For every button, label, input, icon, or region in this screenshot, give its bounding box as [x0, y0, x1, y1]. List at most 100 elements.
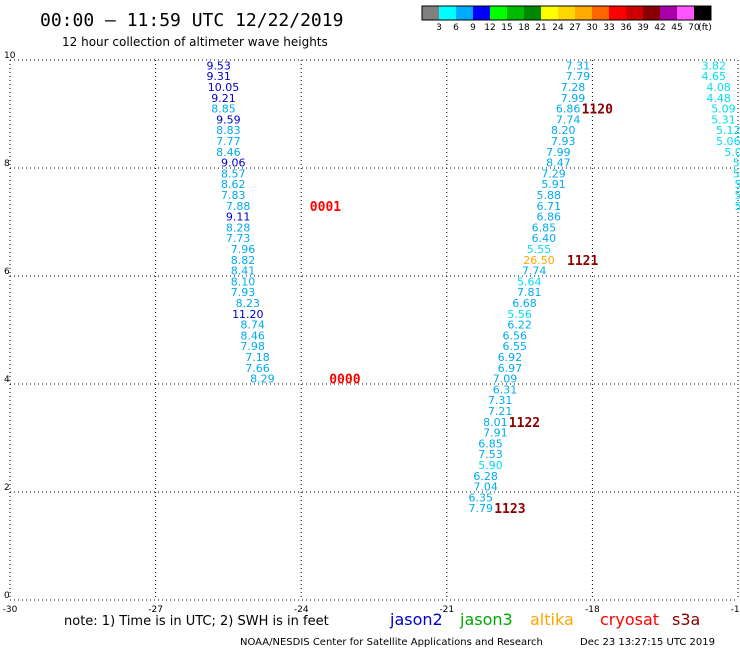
color-scale-swatch: [541, 6, 558, 20]
color-scale-swatch: [422, 6, 439, 20]
wave-height-value: 6.92: [498, 351, 523, 364]
legend-jason3: jason3: [459, 610, 513, 629]
wave-height-value: 7.66: [245, 362, 270, 375]
color-scale-swatch: [456, 6, 473, 20]
wave-height-value: 7.79: [566, 70, 591, 83]
color-scale-swatch: [507, 6, 524, 20]
wave-height-value: 5.0: [724, 146, 740, 159]
pass-time-label: 1122: [509, 416, 540, 431]
wave-height-value: 8.41: [231, 265, 256, 278]
wave-height-value: 6.85: [478, 437, 503, 450]
color-scale-swatch: [694, 6, 711, 20]
wave-height-value: 7.21: [488, 405, 513, 418]
color-scale-label: 30: [586, 23, 598, 33]
wave-height-value: 6.86: [556, 103, 581, 116]
pass-time-labels: 0001 0000 1120 1121 1122 1123: [310, 103, 613, 518]
wave-height-value: 7.77: [216, 135, 241, 148]
y-tick-label: 4: [4, 375, 10, 385]
chart-subtitle: 12 hour collection of altimeter wave hei…: [62, 35, 328, 49]
pass-time-label: 0001: [310, 200, 341, 215]
wave-height-value: 8.83: [216, 124, 241, 137]
color-scale-swatch: [626, 6, 643, 20]
color-scale-swatch: [524, 6, 541, 20]
wave-height-value: 7.04: [473, 481, 498, 494]
wave-height-value: 9.06: [221, 157, 246, 170]
wave-height-value: 4.08: [706, 81, 731, 94]
color-scale-swatch: [609, 6, 626, 20]
x-tick-label: -30: [3, 605, 18, 615]
legend-altika: altika: [530, 610, 574, 629]
x-tick-label: -24: [294, 605, 309, 615]
wave-height-value: 7.18: [245, 351, 270, 364]
wave-height-values: 9.539.3110.059.218.859.598.837.778.469.0…: [206, 59, 740, 515]
wave-height-value: 8.46: [216, 146, 241, 159]
color-scale-label: 9: [470, 23, 476, 33]
wave-height-value: 7.91: [483, 427, 508, 440]
wave-height-value: 26.50: [523, 254, 555, 267]
color-scale-legend: 3 6 9 12 15 18 21 24 27 30 33 36 39 42 45 70(ft): [421, 5, 712, 33]
wave-height-value: 4.48: [706, 92, 731, 105]
wave-height-value: 8.28: [226, 221, 251, 234]
y-tick-label: 10: [4, 51, 16, 61]
wave-height-value: 5.64: [517, 275, 542, 288]
y-axis-ticks: 0 2 4 6 8 10: [4, 51, 16, 601]
wave-height-value: 8.57: [221, 167, 246, 180]
wave-height-value: 7.79: [469, 502, 494, 515]
wave-height-value: 3.82: [701, 59, 726, 72]
legend-cryosat: cryosat: [600, 610, 659, 629]
color-scale-swatch: [490, 6, 507, 20]
color-scale-label: 21: [535, 23, 546, 33]
wave-height-value: 9.21: [211, 92, 236, 105]
wave-height-value: 6.31: [493, 383, 518, 396]
color-scale-swatch: [592, 6, 609, 20]
color-scale-label: 36: [620, 23, 632, 33]
footnote: note: 1) Time is in UTC; 2) SWH is in fe…: [64, 614, 329, 629]
color-scale-unit: (ft): [698, 23, 712, 33]
color-scale-swatch: [643, 6, 660, 20]
wave-height-value: 11.20: [232, 308, 264, 321]
satellite-legend: jason2 jason3 altika cryosat s3a: [389, 610, 700, 629]
wave-height-value: 5.91: [541, 178, 566, 191]
wave-height-value: 8.47: [546, 157, 571, 170]
color-scale-label: 70: [688, 23, 700, 33]
x-tick-label: -27: [148, 605, 163, 615]
color-scale-swatch: [558, 6, 575, 20]
wave-height-value: 7.93: [231, 286, 256, 299]
color-scale-label: 12: [484, 23, 495, 33]
x-tick-label: -18: [585, 605, 600, 615]
wave-height-value: 4.65: [701, 70, 726, 83]
wave-height-value: 8.82: [231, 254, 256, 267]
wave-height-value: 7.93: [551, 135, 576, 148]
wave-height-value: 8.01: [483, 416, 508, 429]
legend-jason2: jason2: [389, 610, 443, 629]
wave-height-value: 7.99: [546, 146, 571, 159]
color-scale-label: 27: [569, 23, 580, 33]
wave-height-value: 8.74: [240, 319, 265, 332]
wave-height-value: 8.29: [250, 373, 275, 386]
wave-height-value: 9.53: [206, 59, 231, 72]
y-tick-label: 8: [4, 159, 10, 169]
color-scale-label: 33: [603, 23, 614, 33]
wave-height-value: 5: [735, 200, 740, 213]
wave-height-value: 7.09: [493, 373, 518, 386]
wave-height-value: 8.10: [231, 275, 256, 288]
y-tick-label: 6: [4, 267, 10, 277]
color-scale-swatch: [473, 6, 490, 20]
x-tick-label: -21: [439, 605, 454, 615]
x-axis-ticks: -30 -27 -24 -21 -18 -15: [3, 605, 740, 615]
wave-height-value: 6.40: [532, 232, 557, 245]
wave-height-value: 5.90: [478, 459, 503, 472]
credit-line: NOAA/NESDIS Center for Satellite Applica…: [240, 637, 543, 648]
wave-height-value: 6.68: [512, 297, 537, 310]
wave-height-value: 6.22: [507, 319, 532, 332]
color-scale-frame: [421, 5, 712, 21]
wave-height-value: 6.56: [502, 329, 527, 342]
wave-height-value: 6.86: [536, 211, 561, 224]
color-scale-label: 42: [654, 23, 665, 33]
color-scale-swatch: [660, 6, 677, 20]
wave-height-value: 8.23: [236, 297, 261, 310]
wave-height-value: 7.83: [221, 189, 246, 202]
wave-height-value: 7.96: [231, 243, 256, 256]
wave-height-value: 9.31: [206, 70, 231, 83]
wave-height-value: 5.12: [716, 124, 740, 137]
